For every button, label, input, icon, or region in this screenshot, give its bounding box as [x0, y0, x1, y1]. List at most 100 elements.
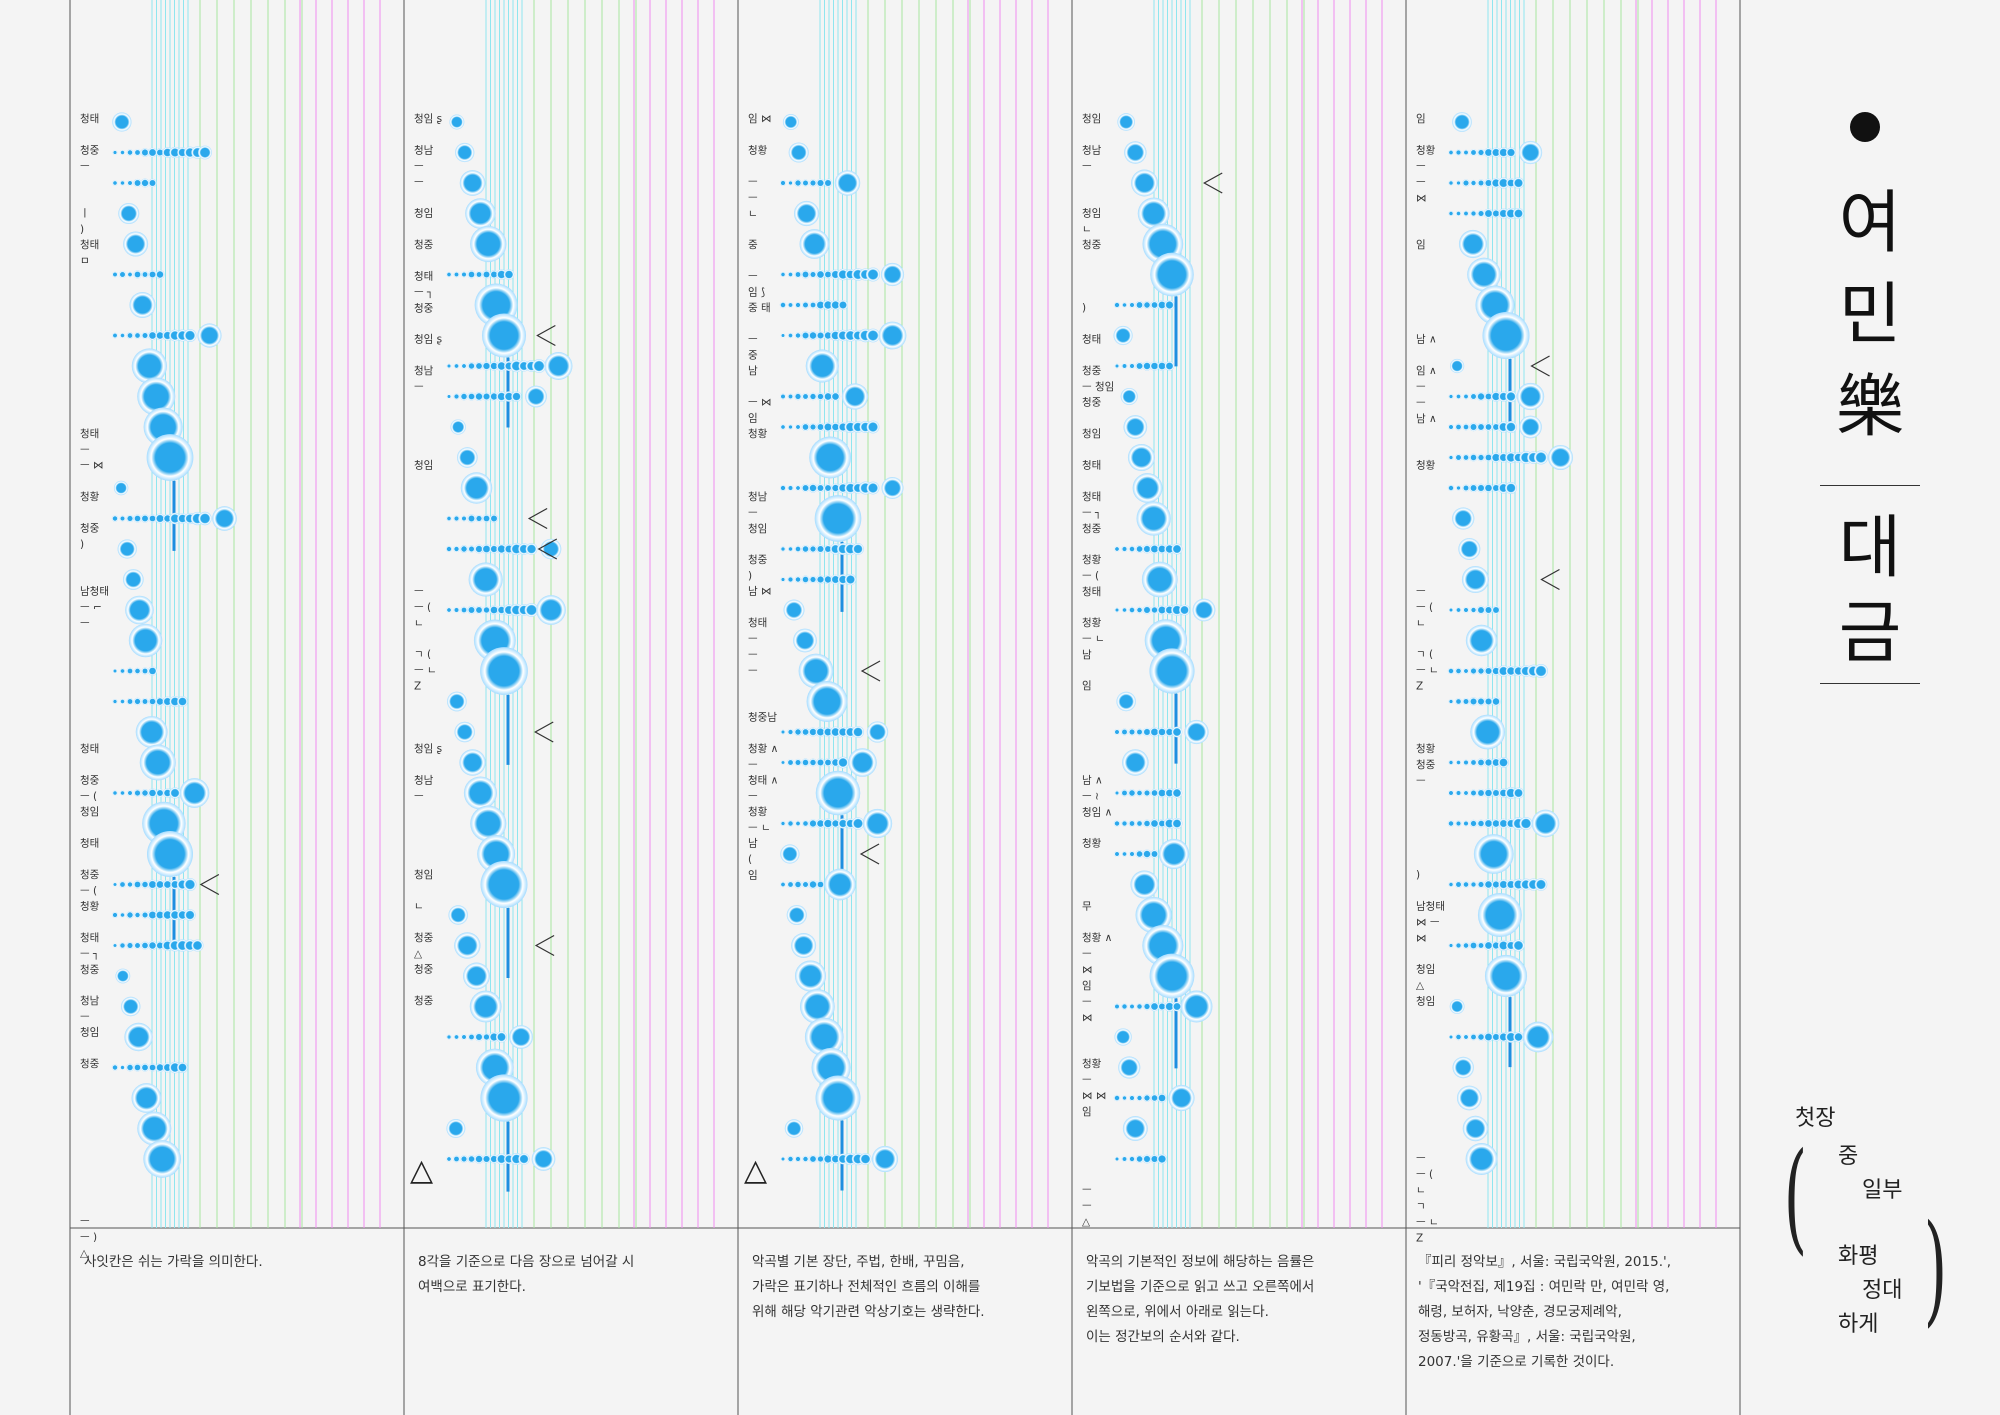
note-label: ㅡ (	[1416, 602, 1433, 614]
note-label: 남청태	[1416, 901, 1445, 913]
note-label: ㅡ ㄴ	[1082, 633, 1105, 645]
note-dot	[1121, 546, 1128, 552]
note-dot	[1447, 820, 1455, 827]
note-dot	[1150, 789, 1159, 797]
note-circle	[1458, 229, 1488, 259]
note-dot	[844, 573, 857, 586]
note-dot	[169, 909, 181, 921]
note-circle	[815, 1075, 861, 1121]
note-dot	[1491, 696, 1501, 707]
note-dot	[1484, 605, 1493, 615]
note-label: ⋈	[1082, 1012, 1093, 1024]
note-circle	[1114, 1028, 1132, 1046]
note-dot	[467, 514, 476, 523]
note-dot	[801, 270, 810, 279]
note-label: 청남	[414, 775, 434, 787]
note-label: ㄱ	[1416, 1201, 1426, 1213]
note-label: ㅡ (	[80, 885, 97, 897]
note-dot	[801, 422, 810, 432]
note-label: 청임	[1082, 207, 1101, 220]
note-dot	[1491, 880, 1501, 889]
note-dot	[134, 667, 141, 675]
note-dot	[1128, 1155, 1136, 1163]
note-dot	[801, 483, 810, 493]
note-circle	[1482, 311, 1530, 360]
note-dot	[802, 820, 809, 827]
note-label: 청중	[1082, 365, 1102, 377]
note-dot	[141, 789, 149, 797]
end-mark: △	[410, 1153, 433, 1188]
note-label: 청태	[1082, 460, 1101, 472]
phrase-mark	[527, 507, 548, 530]
note-dot	[1455, 454, 1462, 461]
note-label: 임 ∧	[1416, 364, 1437, 377]
note-dot	[1483, 818, 1494, 829]
note-dot	[141, 331, 149, 340]
note-label: ㅡ 청임	[1082, 380, 1114, 393]
note-dot	[1477, 179, 1485, 187]
note-dot	[112, 699, 118, 704]
note-dot	[1505, 482, 1517, 494]
note-dot	[446, 1156, 452, 1162]
note-dot	[1477, 453, 1485, 462]
note-label: ㅡ (	[1416, 1169, 1433, 1181]
note-dot	[816, 880, 825, 889]
note-label: 청중	[1416, 759, 1436, 771]
note-dot	[453, 1155, 460, 1163]
note-label: ㅡ	[1082, 161, 1092, 173]
note-dot	[1470, 881, 1477, 888]
note-dot	[1128, 545, 1136, 553]
note-circle	[131, 1083, 162, 1113]
note-circle	[544, 352, 573, 380]
note-dot	[474, 544, 484, 554]
note-dot	[460, 545, 468, 553]
note-dot	[1463, 393, 1469, 400]
note-dot	[1142, 361, 1152, 371]
note-dot	[1455, 1033, 1462, 1041]
note-circle	[468, 562, 503, 597]
note-dot	[1484, 666, 1493, 676]
note-circle	[780, 844, 800, 864]
note-circle	[1116, 691, 1136, 712]
note-dot	[1519, 816, 1533, 831]
caption-2: 8각을 기준으로 다음 장으로 넘어갈 시 여백으로 표기한다.	[418, 1254, 635, 1295]
note-dot	[467, 362, 476, 370]
note-dot	[453, 515, 460, 522]
note-dot	[155, 696, 165, 707]
note-dot	[1157, 1093, 1167, 1103]
note-circle	[124, 1022, 153, 1052]
note-dot	[169, 787, 181, 799]
note-dot	[1476, 422, 1486, 432]
note-circle	[1450, 358, 1465, 374]
note-dot	[1114, 729, 1120, 735]
note-dot	[1135, 300, 1144, 310]
note-dot	[802, 393, 809, 400]
note-dot	[127, 271, 133, 278]
note-dot	[1505, 421, 1517, 433]
note-dot	[133, 697, 142, 706]
note-dot	[126, 698, 134, 705]
note-circle	[446, 691, 467, 712]
note-dot	[809, 270, 817, 279]
note-dot	[1150, 606, 1159, 614]
note-dot	[461, 515, 467, 522]
note-circle	[1458, 537, 1481, 561]
note-dot	[815, 269, 826, 280]
note-label: △	[1082, 1216, 1091, 1228]
note-label: ㅡ	[748, 334, 758, 346]
note-circle	[1518, 140, 1543, 165]
note-dot	[140, 148, 150, 157]
note-dot	[1156, 1153, 1168, 1165]
note-dot	[1462, 423, 1470, 431]
note-dot	[1448, 394, 1454, 399]
note-dot	[112, 790, 118, 796]
note-circle	[179, 778, 210, 808]
note-dot	[1505, 665, 1517, 677]
note-circle	[1452, 112, 1472, 132]
note-dot	[801, 727, 810, 737]
note-label: 청남	[414, 145, 434, 157]
note-dot	[1462, 179, 1470, 187]
note-dot	[488, 1031, 500, 1043]
note-dot	[788, 180, 793, 186]
note-label: ㅡ ㄴ	[1416, 665, 1439, 677]
